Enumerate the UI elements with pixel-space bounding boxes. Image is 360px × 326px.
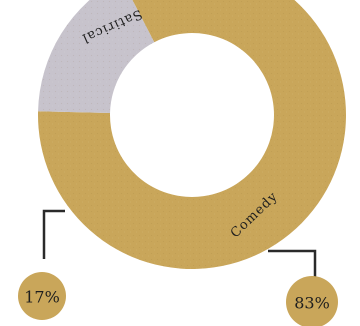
leader-lines-group [42, 209, 317, 288]
percent-badge-satirical [18, 272, 66, 320]
leader-line-satirical [42, 209, 65, 259]
slice-texture [38, 0, 346, 269]
slice-texture [38, 0, 155, 113]
leader-line-comedy [268, 249, 317, 288]
texture-overlay [38, 0, 346, 269]
percent-label-satirical: 17% [24, 288, 60, 307]
percent-label-comedy: 83% [294, 294, 330, 313]
percent-badges-group: 83% 17% [18, 272, 338, 326]
percent-badge-comedy [286, 276, 338, 326]
